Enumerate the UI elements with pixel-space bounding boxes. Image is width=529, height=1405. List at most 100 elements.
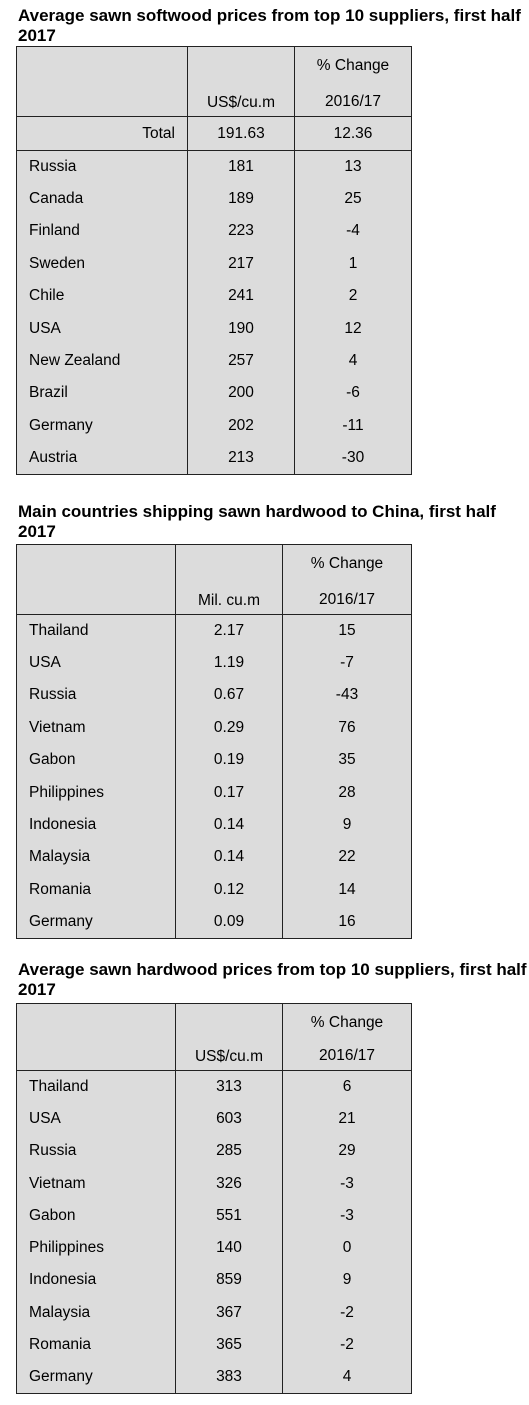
table-row: Indonesia 0.14 9 xyxy=(16,808,412,842)
table-row: Gabon 551 -3 xyxy=(16,1199,412,1232)
country-cell: Thailand xyxy=(16,1070,176,1103)
total-label: Total xyxy=(16,116,188,151)
change-cell: -2 xyxy=(282,1296,412,1329)
total-value: 191.63 xyxy=(187,116,295,151)
change-cell: -2 xyxy=(282,1328,412,1362)
country-cell: Russia xyxy=(16,150,188,183)
table-row: Finland 223 -4 xyxy=(16,215,412,248)
header-change-period: 2016/17 xyxy=(318,1047,376,1064)
value-cell: 383 xyxy=(175,1361,283,1394)
value-cell: 859 xyxy=(175,1264,283,1297)
change-cell: -43 xyxy=(282,679,412,712)
country-cell: Vietnam xyxy=(16,1167,176,1200)
value-cell: 217 xyxy=(187,247,295,281)
change-cell: -7 xyxy=(282,646,412,680)
table-row: Gabon 0.19 35 xyxy=(16,744,412,777)
country-cell: Philippines xyxy=(16,776,176,809)
value-cell: 367 xyxy=(175,1296,283,1329)
value-cell: 551 xyxy=(175,1199,283,1232)
value-cell: 257 xyxy=(187,344,295,378)
value-cell: 0.29 xyxy=(175,711,283,745)
change-cell: 13 xyxy=(294,150,412,183)
value-cell: 0.12 xyxy=(175,873,283,907)
table-row: Germany 383 4 xyxy=(16,1361,412,1394)
table-row: Chile 241 2 xyxy=(16,280,412,313)
table-section-2: Main countries shipping sawn hardwood to… xyxy=(0,502,529,939)
change-cell: 22 xyxy=(282,841,412,874)
table-row: Thailand 313 6 xyxy=(16,1070,412,1103)
value-cell: 2.17 xyxy=(175,614,283,647)
header-change-label: % Change xyxy=(310,1014,384,1031)
country-cell: New Zealand xyxy=(16,344,188,378)
change-cell: -3 xyxy=(282,1199,412,1232)
value-cell: 202 xyxy=(187,409,295,443)
table-row: Philippines 140 0 xyxy=(16,1231,412,1265)
table-title: Average sawn softwood prices from top 10… xyxy=(18,6,521,45)
change-cell: 15 xyxy=(282,614,412,647)
country-cell: Brazil xyxy=(16,377,188,410)
change-cell: 25 xyxy=(294,182,412,216)
table-row: Germany 202 -11 xyxy=(16,409,412,443)
change-cell: 1 xyxy=(294,247,412,281)
change-cell: 12 xyxy=(294,312,412,345)
table-title: Main countries shipping sawn hardwood to… xyxy=(18,502,496,541)
country-cell: Thailand xyxy=(16,614,176,647)
table-row: Austria 213 -30 xyxy=(16,442,412,475)
table-row: Vietnam 326 -3 xyxy=(16,1167,412,1200)
header-change-period: 2016/17 xyxy=(318,591,376,608)
total-change: 12.36 xyxy=(294,116,412,151)
table-row: New Zealand 257 4 xyxy=(16,344,412,378)
country-cell: Russia xyxy=(16,1135,176,1168)
country-cell: Germany xyxy=(16,409,188,443)
country-cell: Chile xyxy=(16,280,188,313)
country-cell: Indonesia xyxy=(16,808,176,842)
header-change-cell: % Change 2016/17 xyxy=(294,46,412,117)
table-row: Russia 0.67 -43 xyxy=(16,679,412,712)
table-row: Malaysia 367 -2 xyxy=(16,1296,412,1329)
header-change-period: 2016/17 xyxy=(324,93,382,110)
data-table: US$/cu.m% Change 2016/17 Total 191.63 12.36 R… xyxy=(16,46,412,475)
change-cell: 16 xyxy=(282,906,412,939)
header-unit: US$/cu.m xyxy=(175,1003,283,1071)
value-cell: 603 xyxy=(175,1102,283,1136)
value-cell: 223 xyxy=(187,215,295,248)
table-row: Germany 0.09 16 xyxy=(16,906,412,939)
value-cell: 0.19 xyxy=(175,744,283,777)
change-cell: 21 xyxy=(282,1102,412,1136)
table-row: Russia 181 13 xyxy=(16,150,412,183)
header-empty-cell xyxy=(16,544,176,615)
change-cell: 6 xyxy=(282,1070,412,1103)
country-cell: Malaysia xyxy=(16,1296,176,1329)
header-row: US$/cu.m % Change 2016/17 xyxy=(16,1003,412,1071)
change-cell: 9 xyxy=(282,808,412,842)
value-cell: 213 xyxy=(187,442,295,475)
country-cell: Romania xyxy=(16,1328,176,1362)
header-unit: US$/cu.m xyxy=(187,46,295,117)
value-cell: 285 xyxy=(175,1135,283,1168)
value-cell: 1.19 xyxy=(175,646,283,680)
value-cell: 365 xyxy=(175,1328,283,1362)
change-cell: -3 xyxy=(282,1167,412,1200)
country-cell: Gabon xyxy=(16,744,176,777)
value-cell: 0.14 xyxy=(175,841,283,874)
change-cell: -11 xyxy=(294,409,412,443)
change-cell: -4 xyxy=(294,215,412,248)
country-cell: Canada xyxy=(16,182,188,216)
country-cell: Romania xyxy=(16,873,176,907)
value-cell: 0.17 xyxy=(175,776,283,809)
country-cell: Gabon xyxy=(16,1199,176,1232)
table-row: Russia 285 29 xyxy=(16,1135,412,1168)
total-row: Total 191.63 12.36 xyxy=(16,116,412,151)
header-change-label: % Change xyxy=(316,57,390,74)
change-cell: 29 xyxy=(282,1135,412,1168)
country-cell: Germany xyxy=(16,1361,176,1394)
country-cell: Sweden xyxy=(16,247,188,281)
table-section-3: Average sawn hardwood prices from top 10… xyxy=(0,960,529,1394)
value-cell: 0.14 xyxy=(175,808,283,842)
header-unit: Mil. cu.m xyxy=(175,544,283,615)
table-row: Romania 0.12 14 xyxy=(16,873,412,907)
country-cell: Philippines xyxy=(16,1231,176,1265)
change-cell: 28 xyxy=(282,776,412,809)
value-cell: 190 xyxy=(187,312,295,345)
change-cell: -6 xyxy=(294,377,412,410)
